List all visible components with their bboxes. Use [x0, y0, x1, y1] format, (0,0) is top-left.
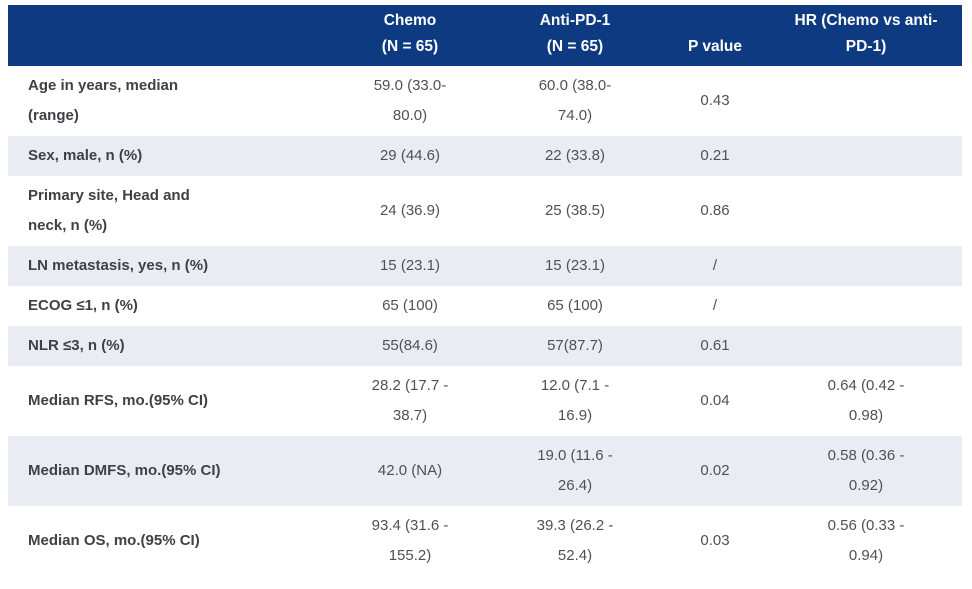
header-chemo: Chemo (N = 65): [381, 12, 439, 55]
anti-pd1-value: 65 (100): [547, 297, 603, 314]
header-hr: HR (Chemo vs anti- PD-1): [794, 12, 938, 55]
header-blank-cell: [8, 5, 330, 66]
hr-value: [770, 286, 962, 326]
anti-pd1-value: 25 (38.5): [544, 202, 606, 219]
row-label: NLR ≤3, n (%): [28, 337, 125, 354]
row-label: Median OS, mo.(95% CI): [28, 532, 200, 549]
hr-value: 0.64 (0.42 - 0.98): [827, 377, 905, 424]
p-value: 0.21: [700, 147, 730, 164]
anti-pd1-value: 12.0 (7.1 - 16.9): [540, 377, 610, 424]
p-value: 0.61: [700, 337, 730, 354]
hr-value: 0.56 (0.33 - 0.94): [827, 517, 905, 564]
chemo-value: 15 (23.1): [379, 257, 441, 274]
table-row-sex: Sex, male, n (%) 29 (44.6) 22 (33.8) 0.2…: [8, 136, 962, 176]
table-row-median-rfs: Median RFS, mo.(95% CI) 28.2 (17.7 - 38.…: [8, 366, 962, 436]
p-value: 0.02: [700, 462, 730, 479]
header-p-value: P value: [687, 38, 742, 55]
row-label: Median DMFS, mo.(95% CI): [28, 462, 221, 479]
table-row-median-dmfs: Median DMFS, mo.(95% CI) 42.0 (NA) 19.0 …: [8, 436, 962, 506]
row-label: Primary site, Head and neck, n (%): [28, 187, 190, 234]
hr-value: 0.58 (0.36 - 0.92): [827, 447, 905, 494]
hr-value: [770, 176, 962, 246]
p-value: 0.04: [700, 392, 730, 409]
row-label: ECOG ≤1, n (%): [28, 297, 138, 314]
anti-pd1-value: 60.0 (38.0- 74.0): [538, 77, 612, 124]
chemo-value: 29 (44.6): [379, 147, 441, 164]
chemo-value: 24 (36.9): [379, 202, 441, 219]
anti-pd1-value: 57(87.7): [547, 337, 603, 354]
table-row-primary-site: Primary site, Head and neck, n (%) 24 (3…: [8, 176, 962, 246]
p-value: 0.03: [700, 532, 730, 549]
p-value: /: [712, 257, 718, 274]
header-anti-pd1: Anti-PD-1 (N = 65): [539, 12, 611, 55]
chemo-value: 93.4 (31.6 - 155.2): [371, 517, 449, 564]
table-row-median-os: Median OS, mo.(95% CI) 93.4 (31.6 - 155.…: [8, 506, 962, 576]
row-label: LN metastasis, yes, n (%): [28, 257, 209, 274]
hr-value: [770, 246, 962, 286]
table-header-row: Chemo (N = 65) Anti-PD-1 (N = 65) P valu…: [8, 5, 962, 66]
chemo-value: 42.0 (NA): [377, 462, 443, 479]
table-row-age: Age in years, median (range) 59.0 (33.0-…: [8, 66, 962, 136]
p-value: /: [712, 297, 718, 314]
hr-value: [770, 326, 962, 366]
clinical-outcomes-table: Chemo (N = 65) Anti-PD-1 (N = 65) P valu…: [8, 5, 962, 576]
anti-pd1-value: 15 (23.1): [544, 257, 606, 274]
chemo-value: 55(84.6): [382, 337, 438, 354]
row-label: Sex, male, n (%): [28, 147, 143, 164]
table-row-nlr: NLR ≤3, n (%) 55(84.6) 57(87.7) 0.61: [8, 326, 962, 366]
row-label: Age in years, median (range): [28, 77, 179, 124]
hr-value: [770, 66, 962, 136]
chemo-value: 28.2 (17.7 - 38.7): [371, 377, 449, 424]
hr-value: [770, 136, 962, 176]
anti-pd1-value: 22 (33.8): [544, 147, 606, 164]
chemo-value: 65 (100): [382, 297, 438, 314]
p-value: 0.86: [700, 202, 730, 219]
chemo-value: 59.0 (33.0- 80.0): [373, 77, 447, 124]
row-label: Median RFS, mo.(95% CI): [28, 392, 209, 409]
anti-pd1-value: 39.3 (26.2 - 52.4): [536, 517, 614, 564]
anti-pd1-value: 19.0 (11.6 - 26.4): [537, 447, 613, 494]
table-row-ecog: ECOG ≤1, n (%) 65 (100) 65 (100) /: [8, 286, 962, 326]
p-value: 0.43: [700, 92, 730, 109]
table-row-ln-metastasis: LN metastasis, yes, n (%) 15 (23.1) 15 (…: [8, 246, 962, 286]
